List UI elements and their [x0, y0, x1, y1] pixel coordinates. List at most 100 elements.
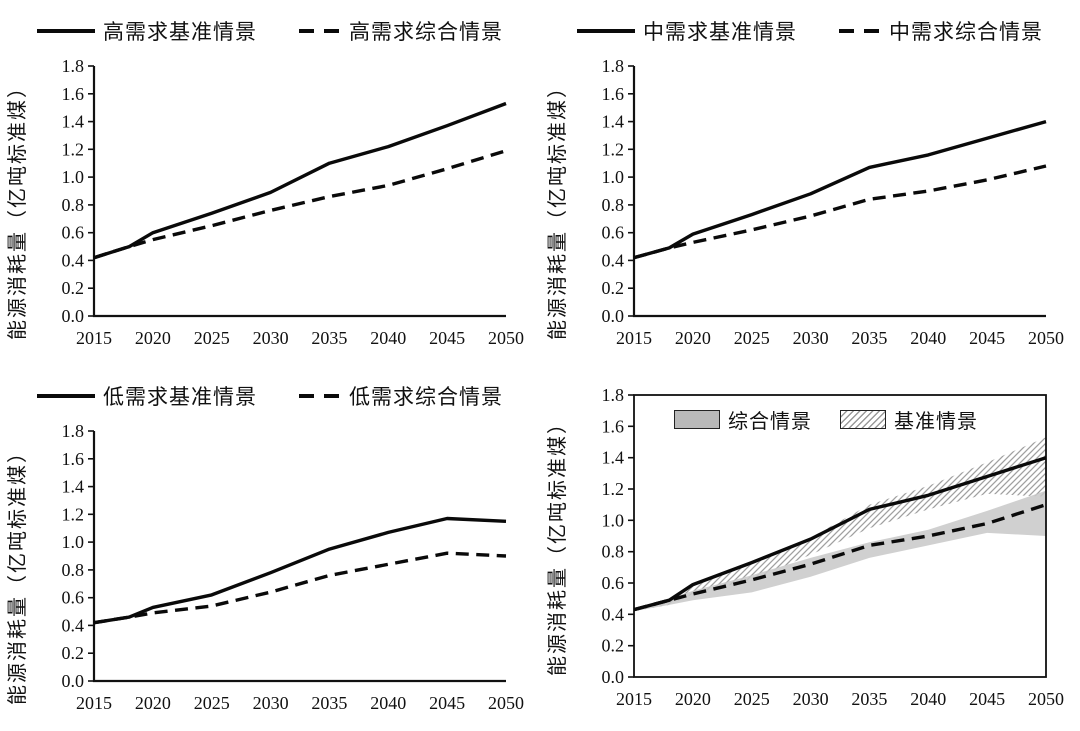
svg-text:1.4: 1.4 — [602, 112, 625, 132]
svg-text:1.6: 1.6 — [62, 449, 85, 469]
svg-text:2030: 2030 — [253, 328, 289, 348]
svg-text:2020: 2020 — [675, 689, 711, 709]
chart-panel-low-demand: 低需求基准情景 低需求综合情景 能源消耗量（亿吨标准煤） 0.0 0.2 0.4 0.… — [0, 365, 540, 731]
gray-band-swatch — [674, 410, 720, 429]
svg-text:2015: 2015 — [616, 689, 652, 709]
chart-area: 能源消耗量（亿吨标准煤） 0.0 0.2 0.4 0.6 0.8 1.0 1.2 1.4 1.6… — [540, 54, 1080, 361]
svg-text:2040: 2040 — [370, 328, 406, 348]
svg-text:0.8: 0.8 — [62, 195, 85, 215]
legend-medium-demand: 中需求基准情景 中需求综合情景 — [540, 0, 1080, 54]
svg-text:2015: 2015 — [76, 693, 112, 713]
svg-text:0.6: 0.6 — [62, 223, 85, 243]
legend-scenario-bands: 综合情景 基准情景 — [674, 405, 978, 434]
svg-text:1.4: 1.4 — [602, 448, 625, 468]
svg-text:2025: 2025 — [734, 328, 770, 348]
svg-text:1.8: 1.8 — [62, 421, 85, 441]
svg-text:2020: 2020 — [135, 693, 171, 713]
legend-label: 高需求基准情景 — [103, 20, 257, 44]
svg-text:1.2: 1.2 — [602, 479, 625, 499]
band-chart-scenarios: 0.0 0.2 0.4 0.6 0.8 1.0 1.2 1.4 1.6 1.8 2015 2020 20… — [602, 385, 1065, 709]
svg-text:1.4: 1.4 — [62, 112, 85, 132]
legend-label: 基准情景 — [894, 411, 978, 433]
svg-text:2015: 2015 — [76, 328, 112, 348]
y-axis-label: 能源消耗量（亿吨标准煤） — [7, 440, 29, 705]
svg-text:0.0: 0.0 — [62, 671, 85, 691]
legend-label: 低需求基准情景 — [103, 385, 257, 409]
chart-area: 能源消耗量（亿吨标准煤） 0.0 0.2 0.4 0.6 0.8 1.0 1.2 1.4 1.6… — [0, 419, 540, 726]
svg-text:1.0: 1.0 — [602, 510, 625, 530]
svg-text:0.2: 0.2 — [62, 278, 85, 298]
svg-text:0.0: 0.0 — [62, 306, 85, 326]
dashed-line-sample — [839, 29, 881, 33]
line-chart-medium-demand: 0.0 0.2 0.4 0.6 0.8 1.0 1.2 1.4 1.6 1.8 2015 2020 20… — [602, 56, 1065, 348]
svg-text:1.6: 1.6 — [62, 84, 85, 104]
legend-item-baseline-band: 基准情景 — [840, 405, 978, 434]
svg-text:1.8: 1.8 — [602, 385, 625, 405]
svg-text:2040: 2040 — [910, 328, 946, 348]
svg-text:2045: 2045 — [429, 328, 465, 348]
y-axis-label: 能源消耗量（亿吨标准煤） — [547, 411, 569, 676]
svg-text:2045: 2045 — [969, 328, 1005, 348]
svg-text:2035: 2035 — [851, 689, 887, 709]
svg-text:1.0: 1.0 — [62, 532, 85, 552]
legend-low-demand: 低需求基准情景 低需求综合情景 — [0, 365, 540, 419]
legend-item-comprehensive: 中需求综合情景 — [839, 16, 1043, 46]
svg-text:2025: 2025 — [734, 689, 770, 709]
svg-text:1.8: 1.8 — [602, 56, 625, 76]
svg-text:0.4: 0.4 — [602, 250, 625, 270]
svg-text:2035: 2035 — [311, 328, 347, 348]
legend-label: 中需求基准情景 — [643, 20, 797, 44]
svg-text:1.4: 1.4 — [62, 477, 85, 497]
svg-text:0.2: 0.2 — [602, 278, 625, 298]
solid-line-sample — [577, 29, 635, 33]
svg-text:0.0: 0.0 — [602, 667, 625, 687]
svg-text:0.4: 0.4 — [62, 250, 85, 270]
svg-text:1.6: 1.6 — [602, 416, 625, 436]
svg-text:1.0: 1.0 — [62, 167, 85, 187]
svg-text:1.2: 1.2 — [62, 139, 85, 159]
chart-panel-scenario-bands: 能源消耗量（亿吨标准煤） 0.0 0.2 0.4 0.6 0.8 1.0 1.2 1.4 1.6… — [540, 365, 1080, 731]
svg-text:2035: 2035 — [311, 693, 347, 713]
svg-text:1.2: 1.2 — [62, 504, 85, 524]
solid-line-sample — [37, 29, 95, 33]
svg-text:0.4: 0.4 — [62, 615, 85, 635]
legend-label: 高需求综合情景 — [349, 20, 503, 44]
legend-item-baseline: 高需求基准情景 — [37, 16, 257, 46]
hatch-band-swatch — [840, 410, 886, 429]
svg-text:0.4: 0.4 — [602, 604, 625, 624]
svg-text:0.6: 0.6 — [602, 573, 625, 593]
svg-text:2050: 2050 — [488, 693, 524, 713]
svg-text:2050: 2050 — [1028, 689, 1064, 709]
legend-item-baseline: 中需求基准情景 — [577, 16, 797, 46]
svg-text:2045: 2045 — [969, 689, 1005, 709]
svg-text:2030: 2030 — [793, 689, 829, 709]
svg-text:0.0: 0.0 — [602, 306, 625, 326]
legend-item-comprehensive: 高需求综合情景 — [299, 16, 503, 46]
svg-text:1.6: 1.6 — [602, 84, 625, 104]
svg-text:2050: 2050 — [1028, 328, 1064, 348]
svg-text:2040: 2040 — [910, 689, 946, 709]
svg-text:2025: 2025 — [194, 328, 230, 348]
svg-text:2035: 2035 — [851, 328, 887, 348]
svg-text:0.2: 0.2 — [62, 643, 85, 663]
line-chart-high-demand: 0.0 0.2 0.4 0.6 0.8 1.0 1.2 1.4 1.6 1.8 2015 2020 20… — [62, 56, 525, 348]
legend-label: 低需求综合情景 — [349, 385, 503, 409]
legend-label: 中需求综合情景 — [889, 20, 1043, 44]
dashed-line-sample — [299, 394, 341, 398]
svg-text:0.8: 0.8 — [602, 542, 625, 562]
svg-text:1.8: 1.8 — [62, 56, 85, 76]
legend-item-comprehensive: 低需求综合情景 — [299, 381, 503, 411]
legend-item-baseline: 低需求基准情景 — [37, 381, 257, 411]
chart-area: 能源消耗量（亿吨标准煤） 0.0 0.2 0.4 0.6 0.8 1.0 1.2 1.4 1.6… — [0, 54, 540, 361]
svg-text:0.6: 0.6 — [602, 223, 625, 243]
svg-text:2020: 2020 — [675, 328, 711, 348]
chart-panel-high-demand: 高需求基准情景 高需求综合情景 能源消耗量（亿吨标准煤） 0.0 0.2 0.4 0.… — [0, 0, 540, 365]
svg-text:2045: 2045 — [429, 693, 465, 713]
svg-text:0.8: 0.8 — [62, 560, 85, 580]
legend-label: 综合情景 — [728, 411, 812, 433]
svg-text:0.8: 0.8 — [602, 195, 625, 215]
svg-text:0.2: 0.2 — [602, 636, 625, 656]
svg-text:2030: 2030 — [253, 693, 289, 713]
chart-area: 能源消耗量（亿吨标准煤） 0.0 0.2 0.4 0.6 0.8 1.0 1.2 1.4 1.6… — [540, 365, 1080, 722]
